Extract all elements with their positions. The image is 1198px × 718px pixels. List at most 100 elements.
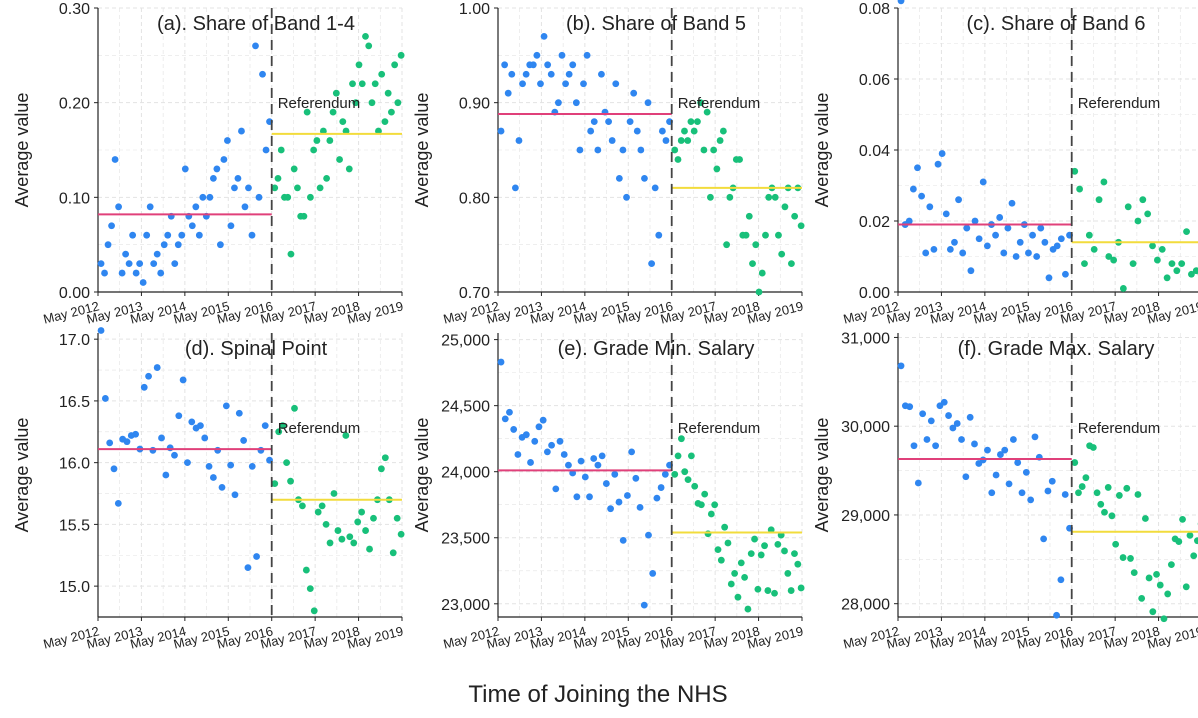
data-point-pre (658, 127, 666, 135)
data-point-post (1095, 196, 1103, 204)
data-point-pre (938, 150, 946, 157)
y-axis-title: Average value (412, 93, 432, 208)
data-point-post (791, 212, 799, 220)
data-point-pre (927, 417, 935, 425)
data-point-post (719, 127, 727, 135)
data-point-post (1153, 571, 1160, 578)
y-tick-label: 0.08 (859, 1, 890, 18)
data-point-pre (644, 99, 652, 107)
data-point-pre (1062, 270, 1069, 278)
data-point-post (330, 490, 338, 497)
data-point-post (737, 559, 745, 567)
data-point-pre (114, 500, 122, 507)
data-point-post (711, 501, 719, 509)
data-point-pre (641, 175, 648, 182)
data-point-pre (149, 446, 157, 454)
referendum-label: Referendum (1078, 420, 1161, 437)
data-point-pre (997, 451, 1004, 458)
data-point-post (690, 127, 698, 135)
data-point-post (1194, 537, 1198, 545)
data-point-pre (255, 193, 263, 201)
data-point-pre (577, 457, 585, 465)
data-point-post (1164, 590, 1172, 598)
data-point-pre (153, 364, 161, 371)
data-point-pre (940, 398, 948, 406)
data-point-post (1119, 554, 1127, 561)
data-point-post (287, 477, 294, 485)
data-point-post (788, 260, 795, 267)
data-point-post (1138, 594, 1146, 602)
data-point-pre (506, 408, 513, 416)
data-point-post (397, 51, 405, 59)
data-point-post (1183, 228, 1190, 236)
data-point-pre (143, 231, 151, 239)
data-point-pre (555, 99, 562, 107)
data-point-pre (535, 423, 543, 431)
data-point-pre (619, 536, 627, 544)
data-point-pre (1057, 576, 1065, 584)
data-point-pre (531, 437, 539, 445)
y-tick-label: 1.00 (459, 1, 490, 18)
data-point-pre (504, 89, 512, 97)
data-point-post (761, 542, 768, 550)
data-point-pre (636, 503, 644, 511)
data-point-pre (560, 451, 568, 458)
data-point-post (277, 146, 285, 154)
data-point-post (291, 404, 298, 412)
data-point-post (342, 127, 350, 135)
data-point-pre (945, 412, 952, 419)
data-point-pre (992, 471, 1000, 479)
data-point-pre (1044, 487, 1052, 495)
referendum-label: Referendum (678, 95, 761, 112)
data-point-pre (962, 473, 970, 481)
data-point-pre (104, 241, 112, 249)
data-point-post (1090, 246, 1098, 253)
data-point-pre (101, 269, 108, 277)
data-point-pre (1014, 459, 1022, 466)
data-point-post (1081, 260, 1088, 267)
referendum-label: Referendum (678, 420, 761, 437)
data-point-pre (623, 193, 630, 201)
data-point-pre (145, 372, 152, 380)
data-point-pre (569, 61, 577, 69)
y-tick-label: 0.70 (459, 285, 490, 302)
data-point-pre (992, 231, 999, 239)
data-point-post (765, 193, 773, 201)
data-point-post (384, 89, 392, 97)
data-point-post (1156, 581, 1164, 589)
data-point-post (1082, 474, 1090, 482)
data-point-pre (171, 451, 178, 459)
data-point-pre (511, 184, 519, 192)
data-point-pre (199, 193, 207, 201)
data-point-pre (996, 214, 1004, 221)
data-point-pre (971, 217, 979, 225)
data-point-post (306, 193, 314, 201)
data-point-post (674, 452, 682, 460)
data-point-pre (988, 489, 996, 497)
data-point-post (1160, 615, 1168, 623)
data-point-pre (602, 480, 610, 487)
data-point-pre (612, 80, 620, 88)
y-tick-label: 28,000 (841, 597, 890, 614)
data-point-post (319, 127, 327, 135)
data-point-pre (949, 424, 957, 432)
data-point-post (1123, 484, 1131, 492)
data-point-post (381, 454, 389, 462)
data-point-pre (556, 437, 564, 445)
data-point-pre (220, 156, 228, 163)
data-point-pre (125, 260, 133, 267)
y-tick-label: 31,000 (841, 330, 890, 347)
y-tick-label: 24,000 (441, 465, 490, 482)
data-point-post (1175, 538, 1183, 545)
data-point-pre (630, 89, 638, 97)
data-point-pre (615, 175, 623, 182)
data-point-pre (632, 474, 640, 482)
y-tick-label: 29,000 (841, 508, 890, 525)
data-point-post (375, 127, 382, 135)
data-point-pre (231, 184, 238, 192)
y-tick-label: 0.90 (459, 96, 490, 113)
data-point-pre (637, 146, 645, 154)
data-point-pre (153, 250, 161, 258)
